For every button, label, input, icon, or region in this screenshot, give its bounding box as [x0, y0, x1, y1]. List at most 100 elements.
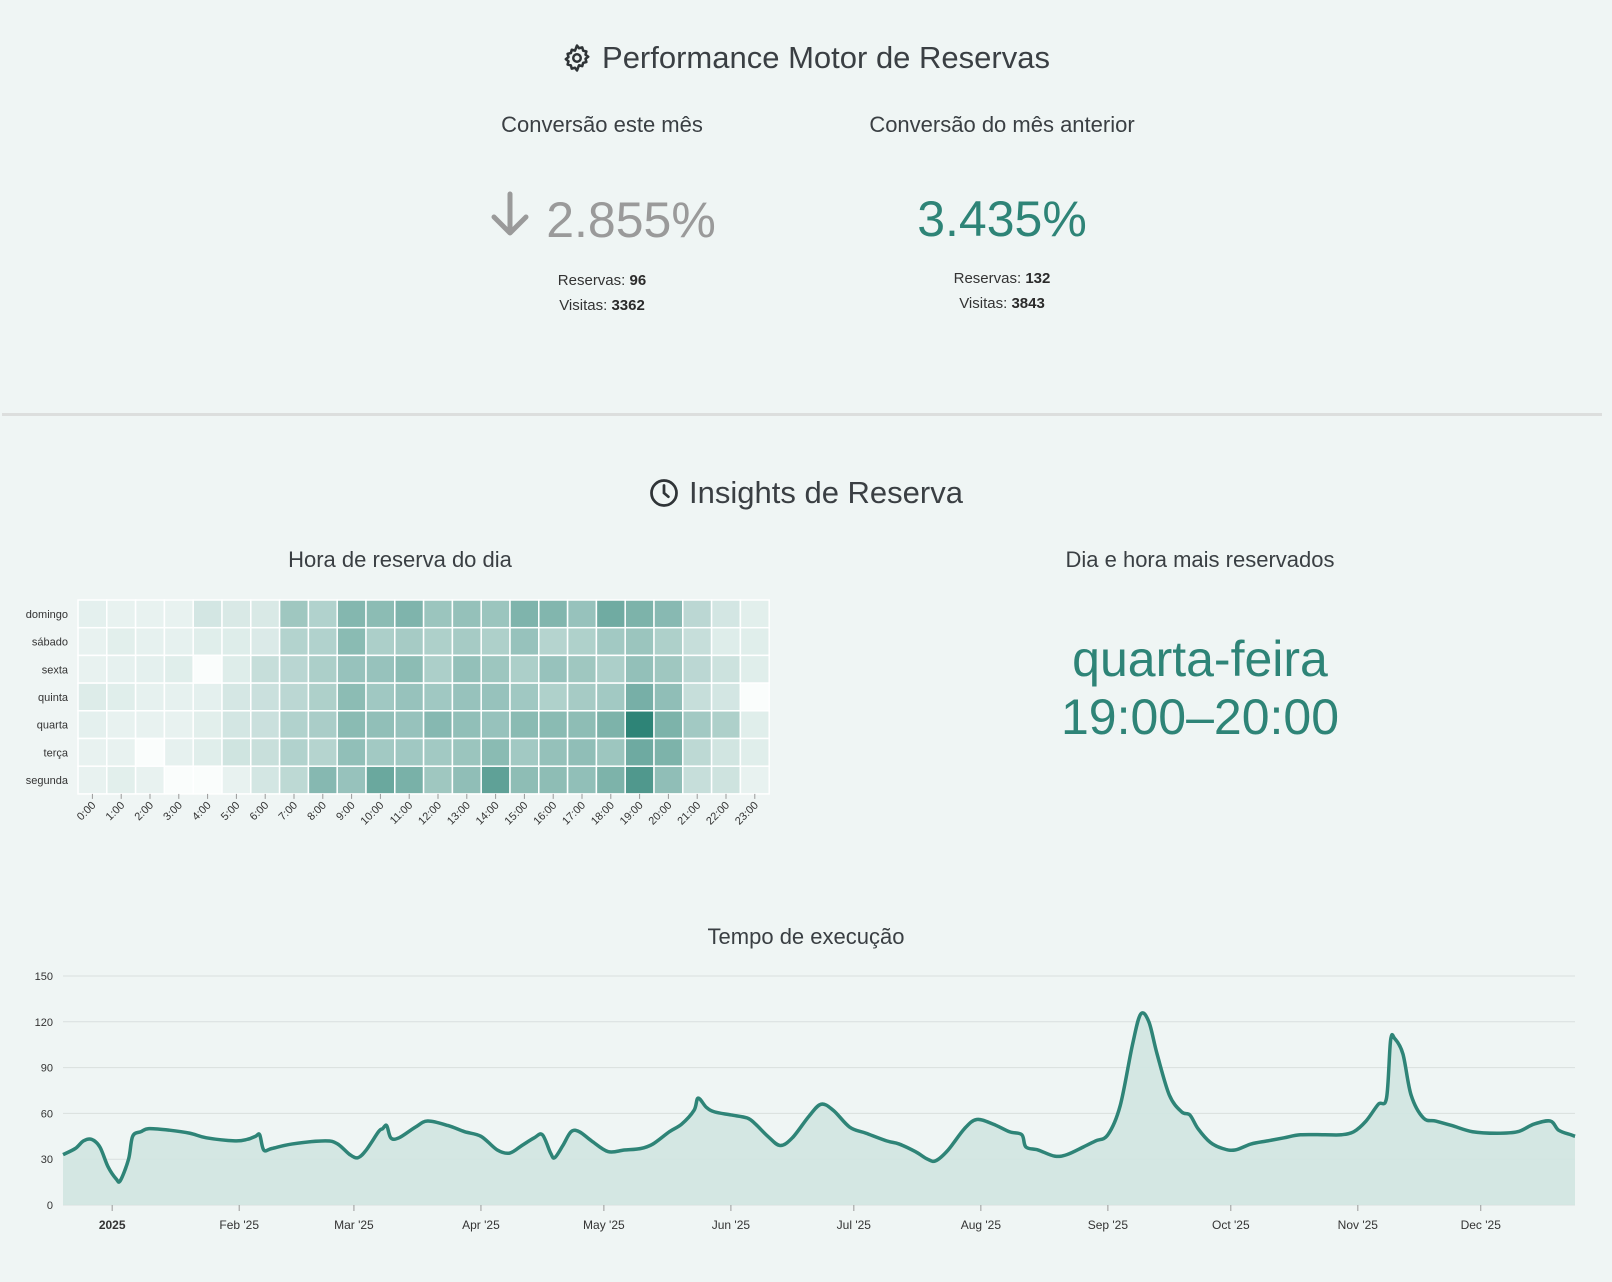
heatmap-cell	[278, 737, 310, 767]
heatmap-cell	[307, 654, 338, 684]
heatmap-cell	[77, 765, 108, 795]
runtime-x-tick-label: Aug '25	[961, 1218, 1002, 1232]
heatmap-cell	[480, 765, 511, 795]
heatmap-cell	[307, 710, 338, 740]
heatmap-cell	[653, 682, 684, 712]
heatmap-cell	[624, 682, 655, 712]
heatmap-cell	[595, 765, 626, 795]
runtime-y-tick-label: 0	[47, 1200, 53, 1212]
heatmap-cell	[682, 626, 713, 657]
heatmap-cell	[739, 710, 770, 740]
heatmap-cell	[451, 626, 482, 657]
heatmap-cell	[365, 737, 396, 767]
heatmap-cell	[682, 654, 713, 684]
heatmap-cell	[595, 654, 626, 684]
heatmap-cell	[336, 765, 367, 795]
current-visitas-label: Visitas:	[559, 297, 608, 314]
heatmap-column-label: 5:00	[219, 800, 243, 824]
heatmap-cell	[566, 654, 598, 684]
heatmap-cell	[538, 710, 569, 740]
heatmap-cell	[624, 599, 655, 629]
heatmap-cell	[682, 599, 713, 629]
heatmap-cell	[394, 626, 425, 657]
heatmap-cell	[394, 682, 425, 712]
heatmap-cell	[422, 654, 454, 684]
heatmap-cell	[538, 626, 569, 657]
heatmap-cell	[480, 710, 511, 740]
heatmap-column-label: 2:00	[132, 800, 156, 824]
heatmap-column-label: 4:00	[190, 800, 214, 824]
heatmap-row-label: sábado	[32, 637, 68, 649]
heatmap-column-label: 6:00	[248, 800, 272, 824]
heatmap-cell	[710, 682, 742, 712]
current-visitas-value: 3362	[611, 297, 645, 314]
previous-visitas-label: Visitas:	[959, 295, 1008, 312]
heatmap-cell	[307, 682, 338, 712]
heatmap-cell	[134, 765, 166, 795]
heatmap-cell	[394, 654, 425, 684]
heatmap-cell	[739, 626, 770, 657]
heatmap-cell	[624, 765, 655, 795]
heatmap-cell	[365, 765, 396, 795]
top-slot-title: Dia e hora mais reservados	[1065, 547, 1335, 572]
performance-title-text: Performance Motor de Reservas	[602, 40, 1050, 75]
heatmap-cell	[192, 710, 223, 740]
heatmap-column-label: 10:00	[359, 800, 387, 828]
heatmap-cell	[710, 710, 742, 740]
heatmap-cell	[509, 710, 540, 740]
heatmap-cell	[566, 599, 598, 629]
heatmap-cell	[192, 599, 223, 629]
runtime-area	[63, 1012, 1575, 1205]
booking-hour-heatmap: domingo sábado sexta quinta quarta terça segun…	[26, 599, 770, 828]
gear-icon	[562, 43, 592, 73]
heatmap-cell	[336, 710, 367, 740]
heatmap-cell	[250, 710, 281, 740]
heatmap-cell	[451, 654, 482, 684]
heatmap-cell	[394, 599, 425, 629]
heatmap-row-label: domingo	[26, 609, 68, 621]
heatmap-cell	[134, 682, 166, 712]
heatmap-cell	[163, 626, 194, 657]
heatmap-cell	[336, 599, 367, 629]
heatmap-column-label: 21:00	[675, 800, 703, 828]
previous-month-label: Conversão do mês anterior	[869, 112, 1135, 137]
heatmap-cell	[163, 682, 194, 712]
heatmap-cell	[739, 654, 770, 684]
heatmap-cell	[566, 626, 598, 657]
heatmap-cell	[451, 737, 482, 767]
heatmap-cell	[624, 654, 655, 684]
previous-visitas-value: 3843	[1011, 295, 1045, 312]
heatmap-cell	[163, 599, 194, 629]
heatmap-cell	[278, 682, 310, 712]
heatmap-cell	[192, 765, 223, 795]
heatmap-column-label: 13:00	[445, 800, 473, 828]
runtime-x-tick-label: Feb '25	[219, 1218, 259, 1232]
heatmap-column-label: 9:00	[334, 800, 358, 824]
heatmap-cell	[653, 599, 684, 629]
current-month-value-row: 2.855%	[422, 190, 782, 250]
heatmap-cell	[336, 654, 367, 684]
runtime-x-tick-label: Oct '25	[1212, 1218, 1250, 1232]
current-reservas-label: Reservas:	[557, 272, 626, 289]
heatmap-cell	[538, 682, 569, 712]
heatmap-column-label: 19:00	[618, 800, 646, 828]
heatmap-row-label: terça	[44, 747, 69, 759]
heatmap-cell	[221, 626, 252, 657]
heatmap-cell	[538, 599, 569, 629]
heatmap-cell	[682, 710, 713, 740]
heatmap-cell	[278, 765, 310, 795]
heatmap-cell	[710, 626, 742, 657]
top-slot-day: quarta-feira	[1072, 631, 1328, 687]
heatmap-cell	[566, 737, 598, 767]
runtime-x-tick-label: May '25	[583, 1218, 625, 1232]
heatmap-cell	[422, 710, 454, 740]
heatmap-cell	[595, 710, 626, 740]
heatmap-cell	[336, 682, 367, 712]
runtime-x-tick-label: Apr '25	[462, 1218, 500, 1232]
runtime-x-tick-label: 2025	[99, 1218, 126, 1232]
current-month-detail: Reservas: 96 Visitas: 3362	[422, 268, 782, 318]
heatmap-cell	[77, 626, 108, 657]
heatmap-row-label: quarta	[37, 720, 69, 732]
current-reservas-value: 96	[629, 272, 647, 289]
heatmap-cell	[422, 599, 454, 629]
